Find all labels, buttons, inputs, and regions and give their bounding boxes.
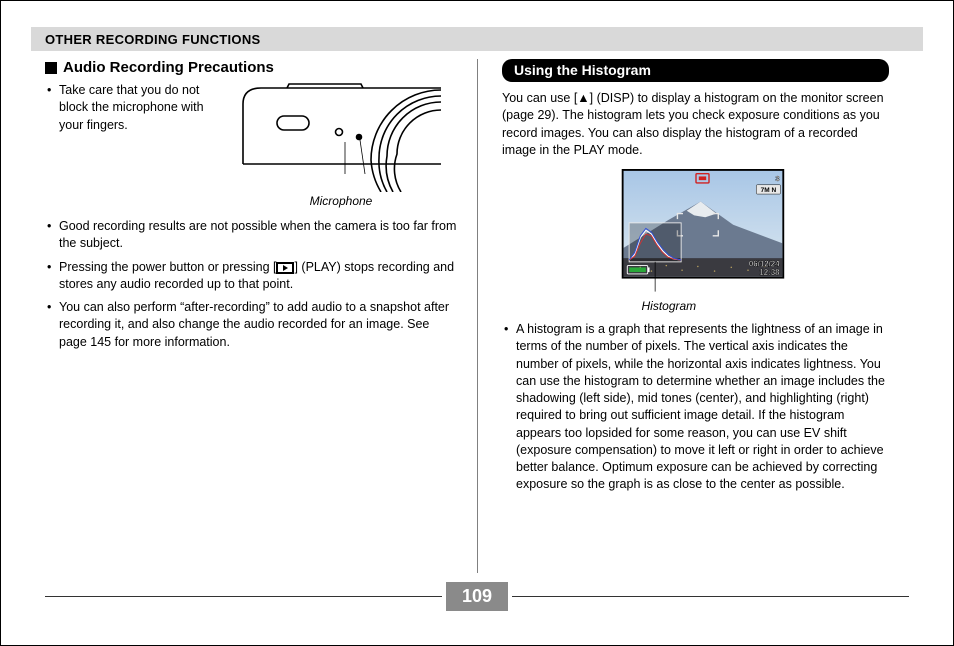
page-number-row: 109 <box>45 582 909 611</box>
histogram-figure-block: 3 7M N <box>502 169 889 313</box>
left-heading-text: Audio Recording Precautions <box>63 59 274 76</box>
page-rule-left <box>45 596 442 597</box>
right-heading-pill: Using the Histogram <box>502 59 889 82</box>
content-columns: Audio Recording Precautions Take care th… <box>45 59 909 573</box>
camera-diagram <box>241 82 441 192</box>
microphone-row: Take care that you do not block the micr… <box>45 82 457 208</box>
microphone-label: Microphone <box>310 194 373 208</box>
camera-diagram-wrap: Microphone <box>225 82 457 208</box>
square-bullet-icon <box>45 62 57 74</box>
bullet-play-stop-a: Pressing the power button or pressing [ <box>59 260 276 274</box>
histogram-label: Histogram <box>642 299 697 313</box>
section-title: OTHER RECORDING FUNCTIONS <box>45 32 261 47</box>
page-number: 109 <box>446 582 508 611</box>
right-bullet-list: A histogram is a graph that represents t… <box>502 321 889 494</box>
right-heading-text: Using the Histogram <box>514 62 651 78</box>
histogram-intro: You can use [▲] (DISP) to display a hist… <box>502 90 889 159</box>
bullet-histogram-explain: A histogram is a graph that represents t… <box>502 321 889 494</box>
bullet-play-stop: Pressing the power button or pressing []… <box>45 259 457 294</box>
right-column: Using the Histogram You can use [▲] (DIS… <box>477 59 909 573</box>
bullet-distance: Good recording results are not possible … <box>45 218 457 253</box>
histogram-screenshot: 3 7M N <box>586 169 806 299</box>
shot-count: 3 <box>775 174 779 183</box>
bullet-mic-block: Take care that you do not block the micr… <box>45 82 215 134</box>
left-column: Audio Recording Precautions Take care th… <box>45 59 477 573</box>
play-icon <box>276 262 294 274</box>
section-header: OTHER RECORDING FUNCTIONS <box>31 27 923 51</box>
left-heading: Audio Recording Precautions <box>45 59 457 76</box>
page-rule-right <box>512 596 909 597</box>
left-bullet-list: Good recording results are not possible … <box>45 218 457 351</box>
osd-time: 12:38 <box>759 268 780 277</box>
microphone-caution-text: Take care that you do not block the micr… <box>45 82 215 208</box>
manual-page: OTHER RECORDING FUNCTIONS Audio Recordin… <box>0 0 954 646</box>
bullet-after-recording: You can also perform “after-recording” t… <box>45 299 457 351</box>
mode-badge: 7M N <box>760 187 776 194</box>
